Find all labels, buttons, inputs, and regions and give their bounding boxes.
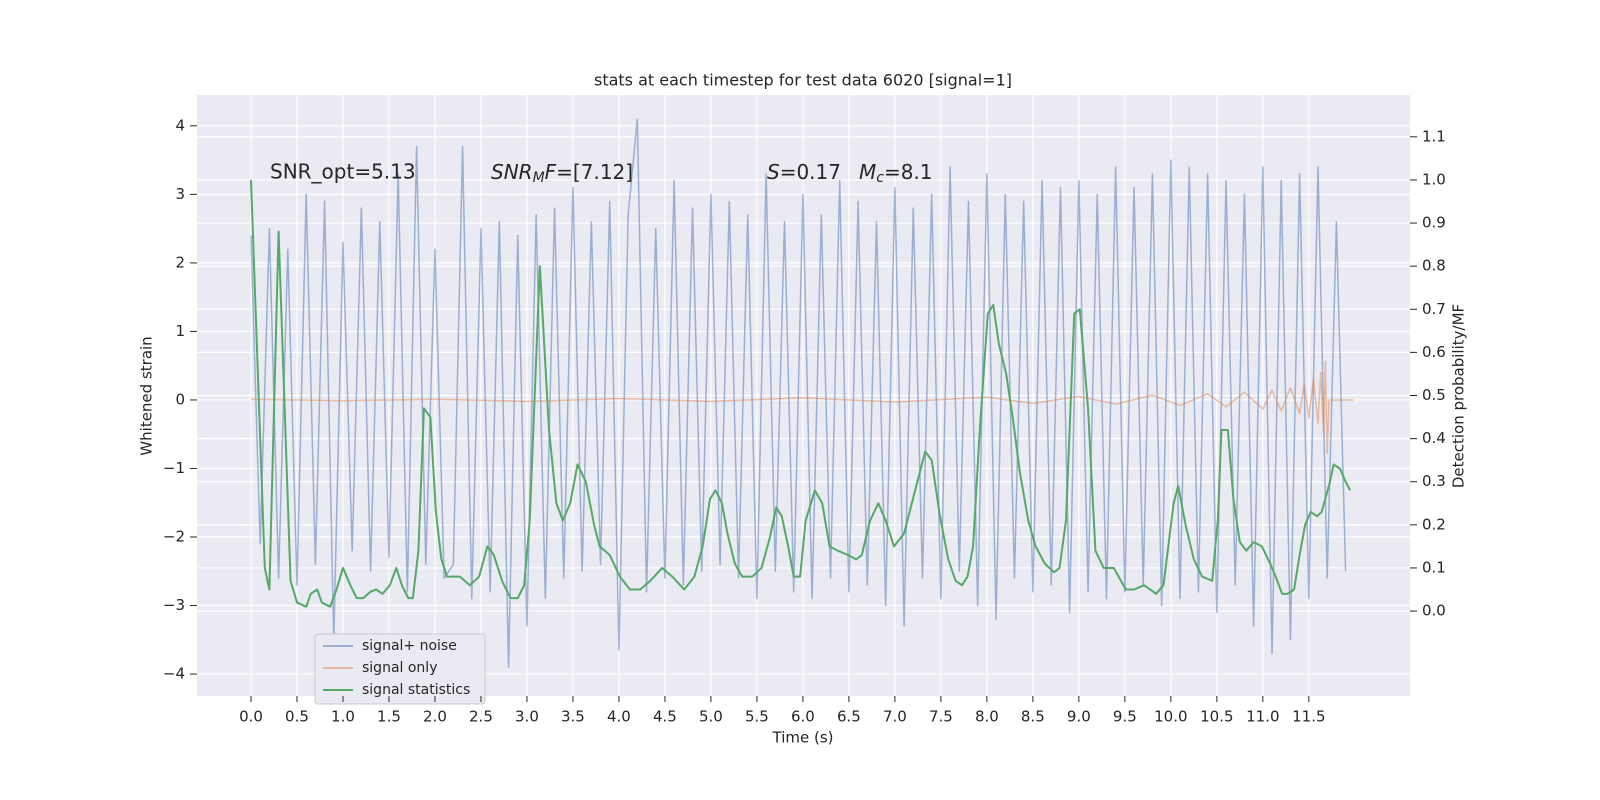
y-tick-label: 3 [175, 185, 185, 203]
annotation-part: c [876, 170, 884, 186]
annotation-part: F [545, 160, 557, 184]
legend-label: signal only [362, 660, 437, 676]
y-tick-label: 4 [175, 116, 185, 134]
x-tick-label: 9.5 [1113, 708, 1137, 726]
x-tick-label: 10.5 [1200, 708, 1233, 726]
x-tick-label: 8.5 [1021, 708, 1045, 726]
x-tick-label: 4.0 [607, 708, 631, 726]
x-tick-label: 0.0 [239, 708, 263, 726]
y2-axis-label: Detection probability/MF [1450, 304, 1468, 488]
y-tick-label: −2 [163, 528, 185, 546]
series-line [250, 360, 1353, 455]
y-tick-label: 2 [175, 253, 185, 271]
y2-tick-label: 0.6 [1422, 343, 1446, 361]
annotation-part: SNR [491, 160, 533, 184]
x-tick-label: 5.0 [699, 708, 723, 726]
x-tick-label: 2.5 [469, 708, 493, 726]
chart-title: stats at each timestep for test data 602… [594, 71, 1012, 90]
x-tick-label: 3.0 [515, 708, 539, 726]
y2-tick-label: 0.9 [1422, 214, 1446, 232]
y-axis-label: Whitened strain [138, 336, 156, 455]
y2-tick-label: 1.0 [1422, 170, 1446, 188]
x-tick-label: 10.0 [1154, 708, 1187, 726]
y2-tick-label: 0.3 [1422, 472, 1446, 490]
x-tick-label: 5.5 [745, 708, 769, 726]
legend-label: signal statistics [362, 682, 470, 698]
series-line [250, 118, 1347, 668]
y-tick-label: −3 [163, 596, 185, 614]
x-tick-label: 1.5 [377, 708, 401, 726]
x-tick-label: 11.5 [1292, 708, 1325, 726]
annotation-part: M [533, 170, 545, 186]
y2-tick-label: 1.1 [1422, 127, 1446, 145]
x-tick-label: 6.0 [791, 708, 815, 726]
x-tick-label: 7.5 [929, 708, 953, 726]
y-tick-label: 1 [175, 322, 185, 340]
y-tick-label: −4 [163, 665, 185, 683]
x-tick-label: 8.0 [975, 708, 999, 726]
annotation-part: =8.1 [884, 160, 933, 184]
y2-tick-label: 0.7 [1422, 300, 1446, 318]
annotation-part: =0.17 [780, 160, 841, 184]
y-tick-label: −1 [163, 459, 185, 477]
x-tick-label: 4.5 [653, 708, 677, 726]
annotation-part: S [767, 160, 780, 184]
annotation: S=0.17 [767, 160, 841, 184]
x-axis-label: Time (s) [772, 729, 834, 747]
annotation-part: M [859, 160, 876, 184]
y2-tick-label: 0.5 [1422, 386, 1446, 404]
x-tick-label: 7.0 [883, 708, 907, 726]
x-tick-label: 1.0 [331, 708, 355, 726]
marks [249, 118, 1353, 668]
annotation-part: =[7.12] [556, 160, 633, 184]
y-tick-label: 0 [175, 390, 185, 408]
x-tick-label: 11.0 [1246, 708, 1279, 726]
x-tick-label: 2.0 [423, 708, 447, 726]
legend-label: signal+ noise [362, 638, 457, 654]
legend-box [314, 633, 486, 705]
x-tick-label: 3.5 [561, 708, 585, 726]
x-tick-label: 0.5 [285, 708, 309, 726]
y2-tick-label: 0.1 [1422, 558, 1446, 576]
y2-tick-label: 0.4 [1422, 429, 1446, 447]
legend: signal+ noise signal only signal statistic… [314, 633, 486, 705]
x-tick-label: 9.0 [1067, 708, 1091, 726]
y2-tick-label: 0.2 [1422, 515, 1446, 533]
annotation: SNRMF=[7.12] [491, 160, 633, 187]
y2-tick-label: 0.0 [1422, 602, 1446, 620]
annotation: Mc=8.1 [859, 160, 933, 187]
series-line [249, 179, 1352, 608]
y2-tick-label: 0.8 [1422, 257, 1446, 275]
annotation: SNR_opt=5.13 [270, 160, 416, 184]
x-tick-label: 6.5 [837, 708, 861, 726]
